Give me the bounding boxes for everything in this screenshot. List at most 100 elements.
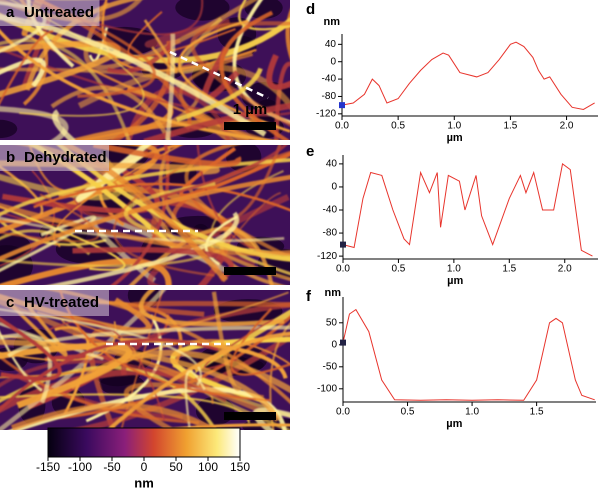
fiber <box>60 145 229 283</box>
fiber <box>9 0 145 117</box>
y-tick-label: -120 <box>316 108 336 119</box>
shadow <box>0 119 18 139</box>
fiber <box>0 219 107 247</box>
x-tick-label: 0.5 <box>391 264 405 275</box>
y-axis-label: nm <box>324 16 341 28</box>
panel-label: Untreated <box>24 4 94 21</box>
start-marker <box>340 241 346 248</box>
x-tick-label: 1.5 <box>502 264 516 275</box>
panel-label: Dehydrated <box>24 149 107 166</box>
colorbar-tick-label: 50 <box>169 460 183 474</box>
y-tick-label: 50 <box>326 317 338 328</box>
shadow <box>244 0 283 19</box>
label-box <box>0 0 100 26</box>
y-tick-label: 0 <box>331 339 337 350</box>
fiber <box>252 407 290 430</box>
fiber <box>0 317 62 381</box>
x-tick-label: 1.5 <box>503 121 517 132</box>
fiber <box>0 30 54 105</box>
fiber <box>184 369 206 428</box>
panel-letter: f <box>306 288 312 305</box>
fiber <box>60 291 289 337</box>
x-tick-label: 2.0 <box>558 264 572 275</box>
fiber <box>143 102 290 140</box>
fiber <box>0 338 219 412</box>
colorbar-tick-label: 100 <box>198 460 218 474</box>
fiber <box>25 0 140 91</box>
y-tick-label: 40 <box>326 159 338 170</box>
colorbar-tick-label: 0 <box>141 460 148 474</box>
profile-line <box>169 50 269 100</box>
fibers <box>0 290 290 430</box>
x-tick-label: 1.0 <box>465 407 479 418</box>
fiber <box>110 40 173 140</box>
scale-bar <box>224 267 276 275</box>
y-tick-label: -100 <box>317 383 337 394</box>
fiber <box>0 106 69 140</box>
x-axis-label: µm <box>447 275 463 287</box>
fiber <box>0 205 126 271</box>
y-tick-label: -40 <box>323 205 338 216</box>
x-tick-label: 0.5 <box>391 121 405 132</box>
fiber <box>0 14 267 137</box>
fiber <box>0 165 44 224</box>
panel-letter: d <box>306 1 315 18</box>
panel-label: HV-treated <box>24 294 99 311</box>
fiber <box>196 145 290 255</box>
fiber <box>7 325 290 358</box>
colorbar <box>47 427 241 458</box>
colorbar-tick-label: 150 <box>230 460 250 474</box>
x-axis-label: µm <box>446 418 462 430</box>
y-tick-label: 0 <box>331 182 337 193</box>
fiber <box>8 300 68 357</box>
fiber <box>22 32 262 140</box>
fiber <box>101 0 257 72</box>
fiber <box>0 193 100 243</box>
colorbar-tick-label: -50 <box>103 460 121 474</box>
y-axis-label: nm <box>325 287 342 299</box>
colorbar-tick-label: -100 <box>68 460 92 474</box>
panel-letter: a <box>6 4 15 21</box>
fiber <box>230 307 290 376</box>
y-tick-label: -40 <box>322 74 337 85</box>
fiber <box>10 402 219 430</box>
profile <box>342 163 593 257</box>
panel-letter: c <box>6 294 14 311</box>
colorbar-label: nm <box>134 475 154 490</box>
scale-bar-label: 1 µm <box>233 101 268 118</box>
panel-letter: b <box>6 149 15 166</box>
fiber <box>69 349 290 394</box>
fiber <box>175 67 263 122</box>
x-axis-label: µm <box>447 132 463 144</box>
fiber <box>138 290 285 327</box>
colorbar-tick-label: -150 <box>36 460 60 474</box>
x-tick-label: 1.5 <box>530 407 544 418</box>
x-tick-label: 0.0 <box>336 264 350 275</box>
fiber <box>46 211 239 285</box>
fiber <box>274 61 290 140</box>
x-tick-label: 1.0 <box>447 264 461 275</box>
fiber <box>285 9 290 60</box>
start-marker <box>340 339 346 346</box>
fiber <box>165 33 176 140</box>
fiber <box>184 145 290 260</box>
label-box <box>0 145 109 171</box>
fiber <box>52 109 76 140</box>
x-tick-label: 1.0 <box>447 121 461 132</box>
profile <box>342 308 595 401</box>
fiber <box>204 215 238 266</box>
fiber <box>0 354 200 425</box>
label-box <box>0 290 109 316</box>
y-tick-label: 40 <box>325 39 337 50</box>
fiber <box>0 158 290 217</box>
y-tick-label: -120 <box>317 251 337 262</box>
start-marker <box>339 102 345 109</box>
fiber <box>211 291 242 392</box>
fiber <box>83 0 258 70</box>
fiber <box>92 145 242 168</box>
x-tick-label: 0.5 <box>401 407 415 418</box>
fiber <box>0 258 172 285</box>
fiber <box>33 182 290 212</box>
